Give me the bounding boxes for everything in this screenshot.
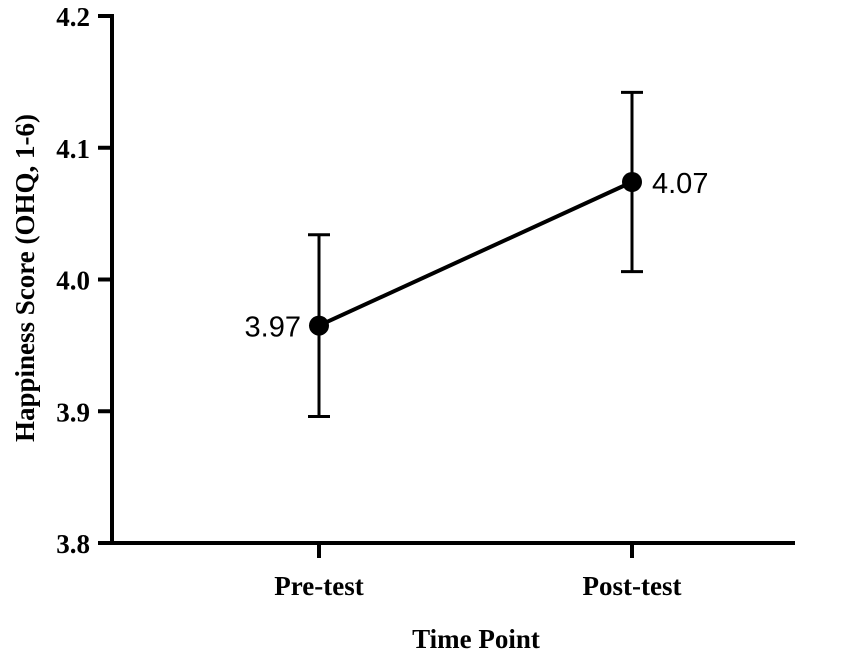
y-ticks: 3.8 3.9 4.0 4.1 4.2 [56, 2, 112, 559]
data-label: 3.97 [245, 312, 301, 344]
data-labels: 3.97 4.07 [245, 168, 709, 344]
data-label: 4.07 [652, 168, 708, 200]
y-axis-title: Happiness Score (OHQ, 1-6) [10, 114, 40, 442]
y-tick-label: 4.1 [56, 134, 90, 164]
y-tick-label: 3.8 [56, 529, 90, 559]
x-axis-title: Time Point [412, 624, 540, 654]
x-ticks: Pre-test Post-test [274, 543, 681, 601]
x-category-label: Post-test [583, 571, 682, 601]
y-tick-label: 4.2 [56, 2, 90, 32]
series [309, 172, 642, 336]
data-point [622, 172, 642, 193]
x-category-label: Pre-test [274, 571, 363, 601]
axes [110, 14, 795, 545]
y-tick-label: 4.0 [56, 266, 90, 296]
series-line [318, 180, 633, 328]
y-tick-label: 3.9 [56, 397, 90, 427]
data-point [309, 315, 329, 336]
